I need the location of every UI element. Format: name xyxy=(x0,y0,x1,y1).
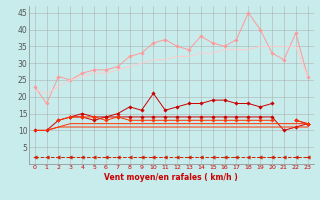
X-axis label: Vent moyen/en rafales ( km/h ): Vent moyen/en rafales ( km/h ) xyxy=(104,173,238,182)
